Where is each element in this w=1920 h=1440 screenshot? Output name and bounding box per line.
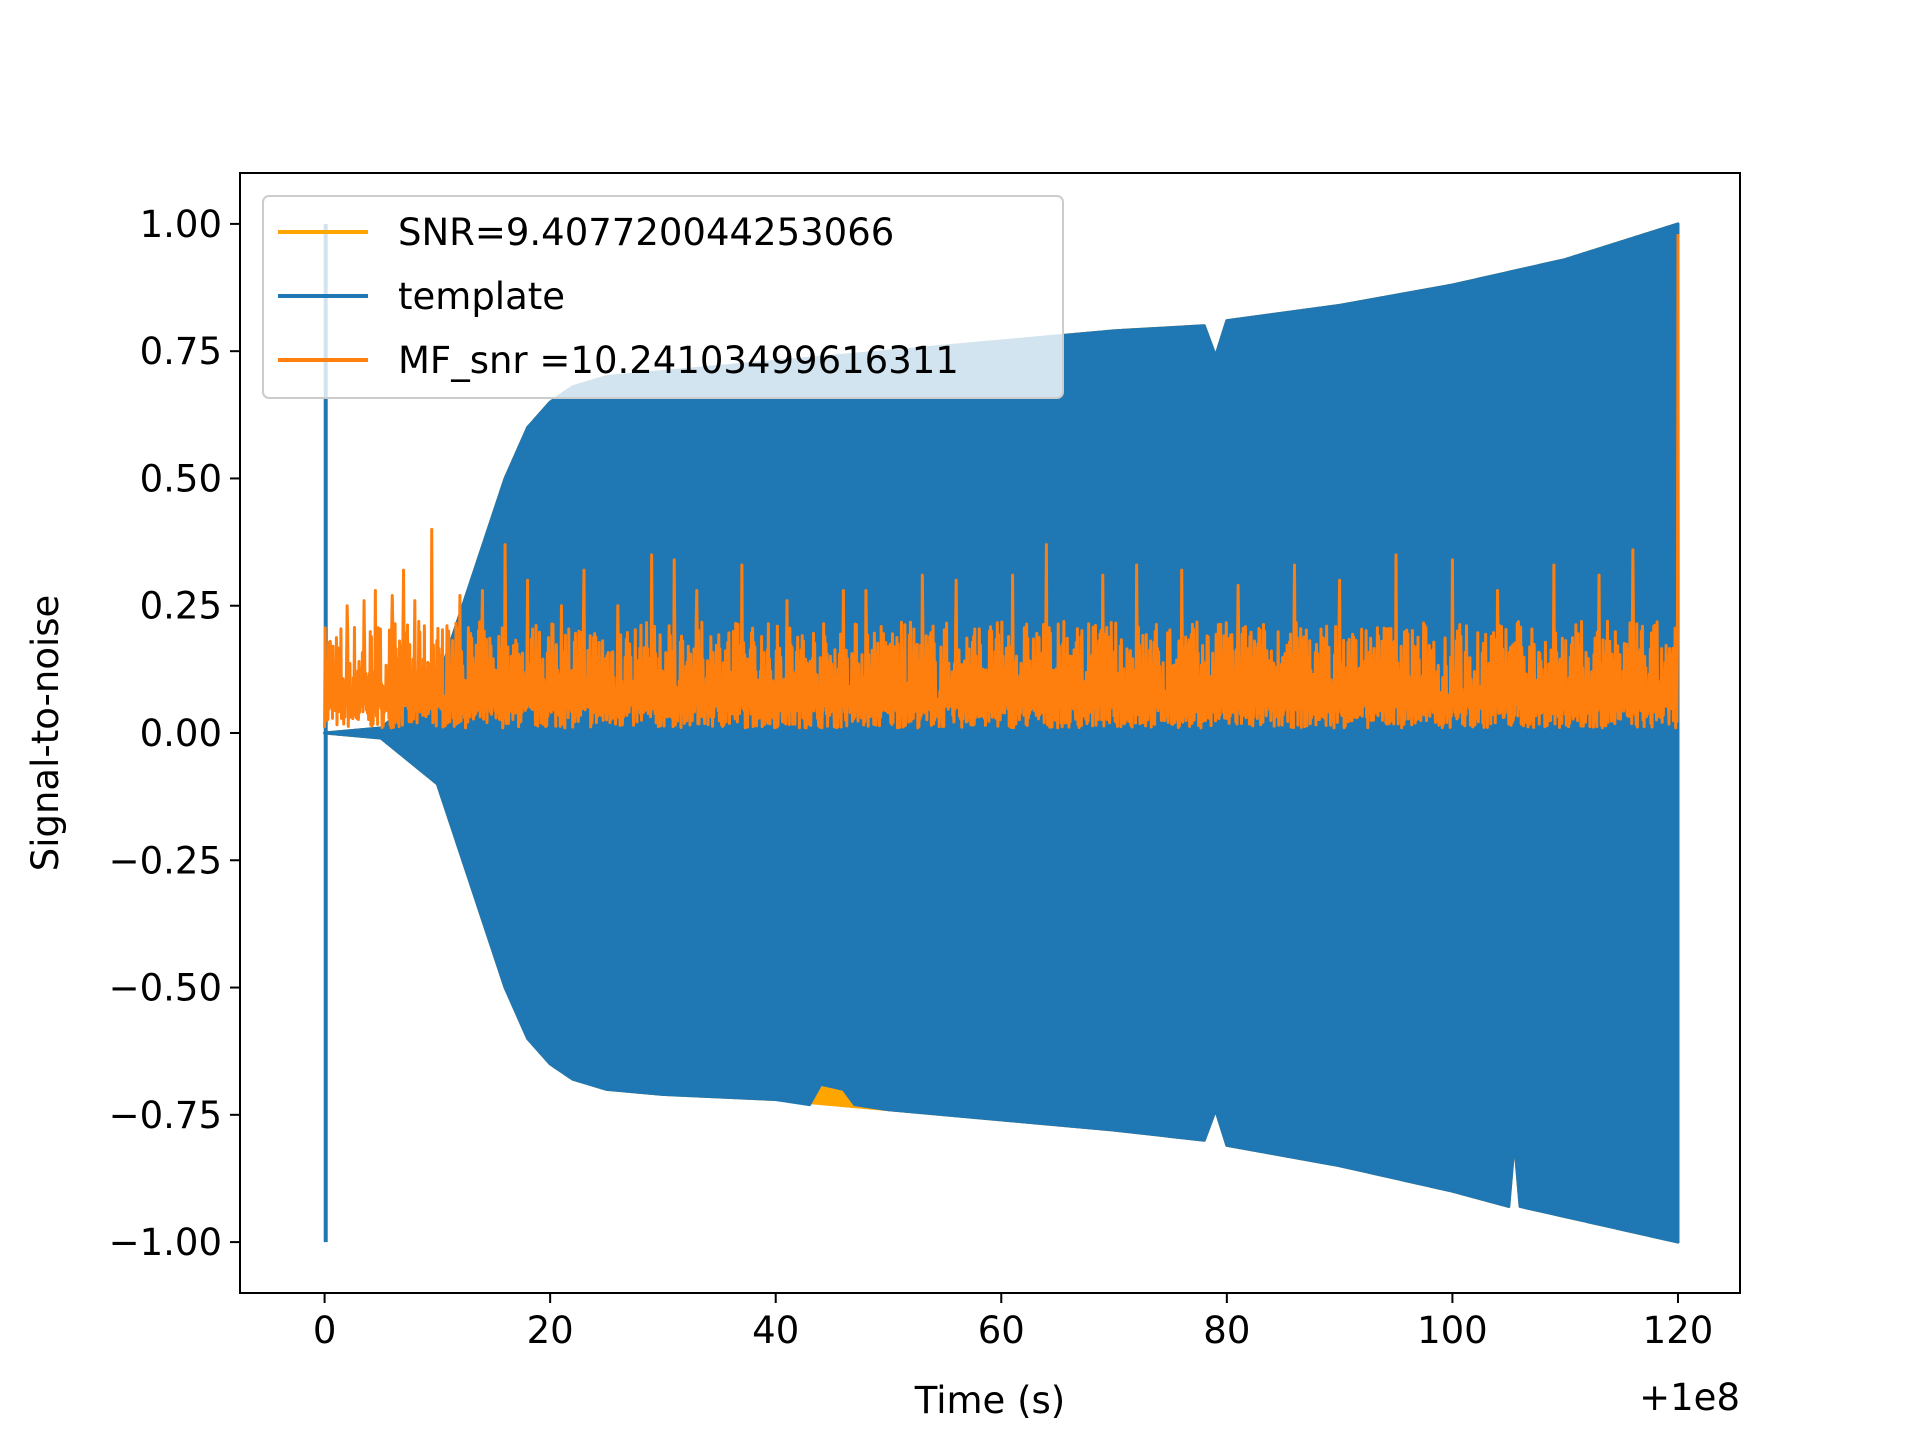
y-tick-label-5: −0.25 xyxy=(109,839,222,882)
y-tick-label-3: 0.25 xyxy=(140,585,222,628)
y-axis: 1.00 0.75 0.50 0.25 0.00 −0.25 −0.50 −0.75 −1.00 xyxy=(109,203,240,1264)
x-axis-label: Time (s) xyxy=(914,1379,1065,1422)
y-tick-label-7: −0.75 xyxy=(109,1094,222,1137)
y-tick-label-6: −0.50 xyxy=(109,967,222,1010)
x-tick-label-2: 40 xyxy=(752,1309,799,1352)
x-tick-label-6: 120 xyxy=(1643,1309,1714,1352)
legend-label-1: template xyxy=(398,275,565,318)
x-tick-label-5: 100 xyxy=(1417,1309,1488,1352)
series-2-line xyxy=(323,234,1680,730)
y-tick-label-4: 0.00 xyxy=(140,712,222,755)
x-tick-label-3: 60 xyxy=(978,1309,1025,1352)
x-axis: 0 20 40 60 80 100 120 xyxy=(313,1293,1713,1352)
plot-area xyxy=(323,222,1680,1244)
y-tick-label-0: 1.00 xyxy=(140,203,222,246)
y-tick-label-1: 0.75 xyxy=(140,330,222,373)
y-axis-label: Signal-to-noise xyxy=(24,595,67,872)
x-tick-label-4: 80 xyxy=(1203,1309,1250,1352)
y-tick-label-2: 0.50 xyxy=(140,457,222,500)
legend-label-0: SNR=9.407720044253066 xyxy=(398,211,894,254)
y-tick-label-8: −1.00 xyxy=(109,1221,222,1264)
legend: SNR=9.407720044253066 template MF_snr =10… xyxy=(262,195,1064,399)
x-tick-label-1: 20 xyxy=(527,1309,574,1352)
legend-box xyxy=(262,195,1064,399)
legend-label-2: MF_snr =10.24103499616311 xyxy=(398,339,959,382)
x-tick-label-0: 0 xyxy=(313,1309,337,1352)
x-offset-label: +1e8 xyxy=(1639,1376,1740,1419)
